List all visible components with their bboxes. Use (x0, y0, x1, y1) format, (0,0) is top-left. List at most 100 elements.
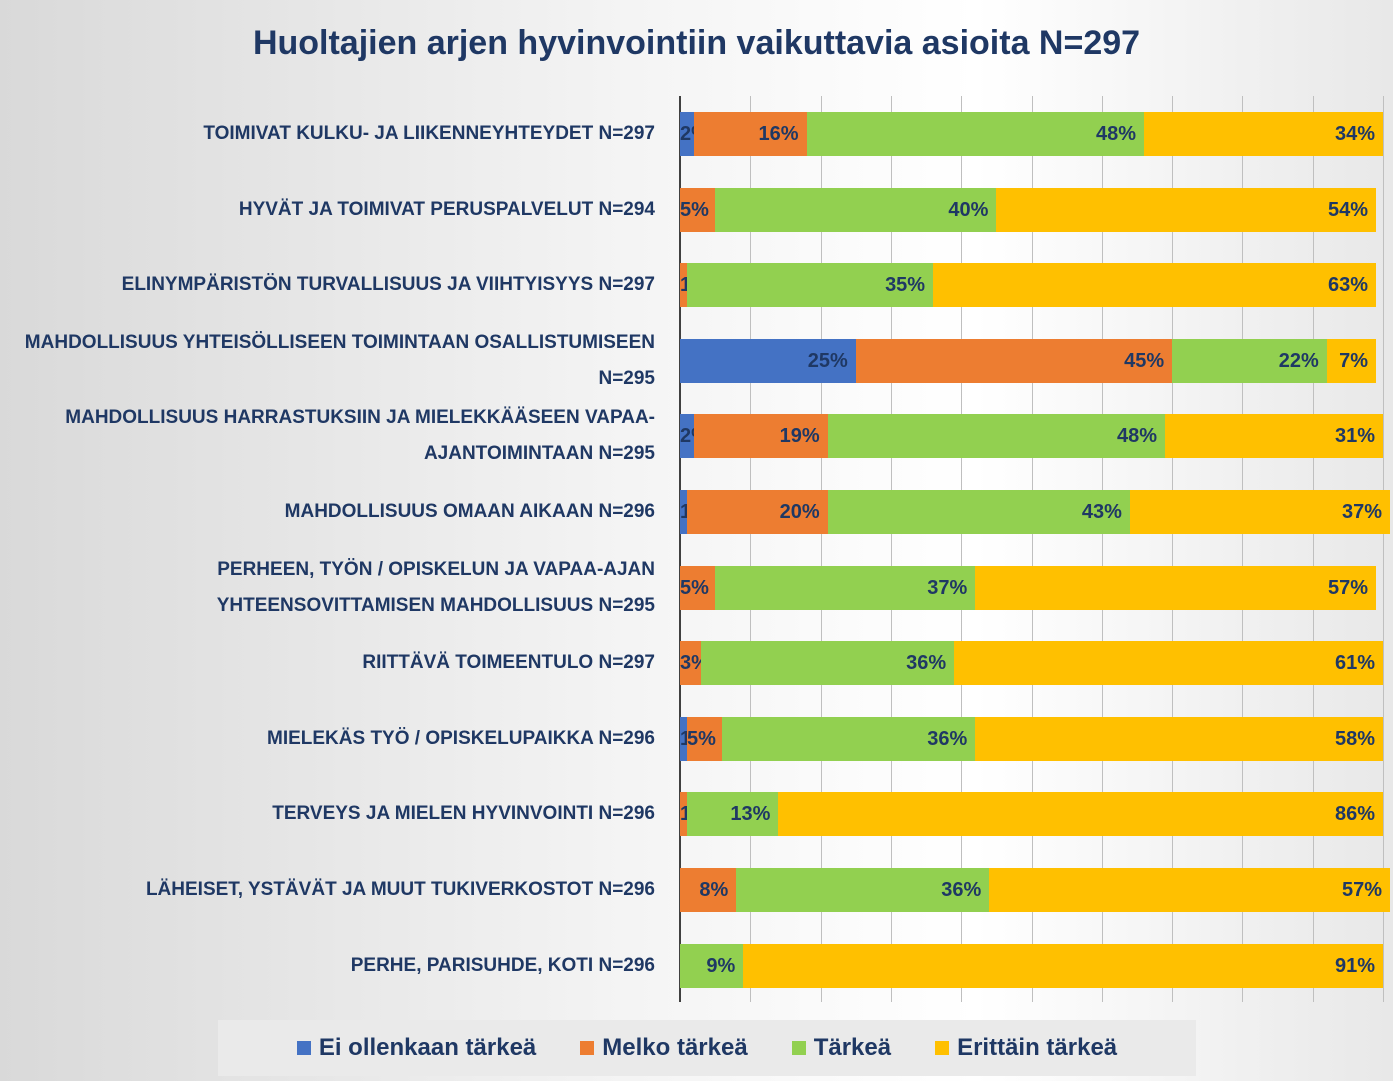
legend-swatch (935, 1041, 950, 1055)
value-label: 58% (1334, 727, 1375, 750)
category-label: ELINYMPÄRISTÖN TURVALLISUUS JA VIIHTYISY… (121, 274, 655, 296)
bar-segment (827, 490, 1130, 534)
category-label: PERHEEN, TYÖN / OPISKELUN JA VAPAA-AJAN … (216, 558, 655, 616)
bar-segment (1165, 414, 1383, 459)
bar-segment (954, 641, 1383, 686)
category-label: PERHE, PARISUHDE, KOTI N=296 (350, 954, 655, 976)
bar-segment (975, 716, 1383, 761)
grid-line (1312, 96, 1314, 1002)
bar-segment (680, 716, 688, 761)
category-label: MAHDOLLISUUS HARRASTUKSIIN JA MIELEKKÄÄS… (65, 407, 655, 465)
grid-line (1172, 96, 1174, 1002)
value-label: 5% (680, 576, 709, 599)
bar-segment (680, 414, 695, 459)
chart-title: Huoltajien arjen hyvinvointiin vaikuttav… (252, 24, 1141, 62)
category-label: MAHDOLLISUUS OMAAN AIKAAN N=296 (284, 501, 655, 522)
value-label: 91% (1334, 954, 1375, 977)
value-label: 36% (927, 727, 968, 750)
bar-segment (694, 414, 828, 459)
legend-item: Melko tärkeä (580, 1034, 748, 1062)
category-label: LÄHEISET, YSTÄVÄT JA MUUT TUKIVERKOSTOT … (145, 879, 655, 900)
value-label: 19% (779, 425, 820, 448)
bar-segment (680, 187, 716, 232)
bar-segment (680, 792, 688, 837)
legend-swatch (296, 1041, 311, 1055)
grid-line (1242, 96, 1244, 1002)
value-label: 37% (1342, 501, 1383, 523)
bar-segment (680, 641, 702, 686)
value-label: 20% (779, 501, 820, 523)
axis-line (679, 96, 681, 1002)
bar-segment (680, 112, 695, 156)
value-label: 57% (1327, 576, 1368, 599)
bar-segment (680, 338, 856, 383)
category-label: MAHDOLLISUUS YHTEISÖLLISEEN TOIMINTAAN O… (24, 331, 655, 389)
value-label: 48% (1095, 123, 1136, 145)
bar-segment (975, 565, 1376, 610)
bar-segment (855, 338, 1173, 383)
category-label: TOIMIVAT KULKU- JA LIIKENNEYHTEYDET N=29… (203, 123, 655, 144)
value-label: 86% (1334, 803, 1375, 826)
value-label: 48% (1117, 425, 1158, 448)
category-label: RIITTÄVÄ TOIMEENTULO N=297 (362, 652, 655, 674)
value-label: 7% (1339, 349, 1368, 372)
bar-segment (1129, 490, 1391, 534)
value-label: 57% (1342, 879, 1383, 901)
value-label: 54% (1327, 198, 1368, 221)
bar-segment (687, 716, 723, 761)
grid-line (820, 96, 822, 1002)
value-label: 43% (1081, 501, 1122, 523)
category-label: MIELEKÄS TYÖ / OPISKELUPAIKKA N=296 (267, 727, 655, 749)
value-label: 25% (807, 349, 848, 372)
value-label: 36% (941, 879, 982, 901)
legend-item: Ei ollenkaan tärkeä (296, 1034, 537, 1062)
value-label: 61% (1334, 652, 1375, 675)
bar-segment (736, 868, 990, 912)
bar-segment (680, 263, 688, 308)
bar-segment (1326, 338, 1376, 383)
bar-segment (996, 187, 1376, 232)
bar-segment (722, 716, 976, 761)
bar-segment (989, 868, 1391, 912)
bar-segment (680, 490, 688, 534)
legend-swatch (580, 1041, 595, 1055)
bar-segment (743, 943, 1383, 988)
bar-segment (701, 641, 955, 686)
bar-segment (687, 792, 779, 837)
value-label: 16% (758, 123, 799, 145)
grid-line (750, 96, 752, 1002)
legend-label: Tärkeä (813, 1034, 892, 1061)
grid-line (1101, 96, 1103, 1002)
legend-item: Erittäin tärkeä (935, 1034, 1117, 1062)
value-label: 45% (1124, 349, 1165, 372)
bar-segment (680, 943, 744, 988)
value-label: 8% (699, 879, 729, 901)
legend-swatch (791, 1041, 806, 1055)
value-label: 63% (1327, 274, 1368, 297)
value-label: 34% (1334, 123, 1375, 145)
category-label: HYVÄT JA TOIMIVAT PERUSPALVELUT N=294 (238, 198, 655, 220)
bar-segment (687, 490, 828, 534)
value-label: 37% (927, 576, 968, 599)
bar-segment (778, 792, 1383, 837)
bar-segment (827, 414, 1166, 459)
legend: Ei ollenkaan tärkeä Melko tärkeä Tärkeä Eri… (218, 1020, 1196, 1076)
legend-label: Melko tärkeä (602, 1034, 748, 1061)
value-label: 22% (1278, 349, 1319, 372)
legend-label: Ei ollenkaan tärkeä (318, 1034, 537, 1061)
bar-segment (1172, 338, 1327, 383)
value-label: 31% (1334, 425, 1375, 448)
bar-segment (1143, 112, 1383, 156)
bar-segment (806, 112, 1144, 156)
grid-line (1031, 96, 1033, 1002)
bar-segment (680, 868, 737, 912)
grid-line (1383, 96, 1384, 1002)
value-label: 5% (680, 198, 709, 221)
bar-segment (687, 263, 934, 308)
value-label: 40% (948, 198, 989, 221)
grid-line (961, 96, 963, 1002)
bar-segment (694, 112, 807, 156)
grid-line (890, 96, 892, 1002)
legend-label: Erittäin tärkeä (957, 1034, 1118, 1061)
